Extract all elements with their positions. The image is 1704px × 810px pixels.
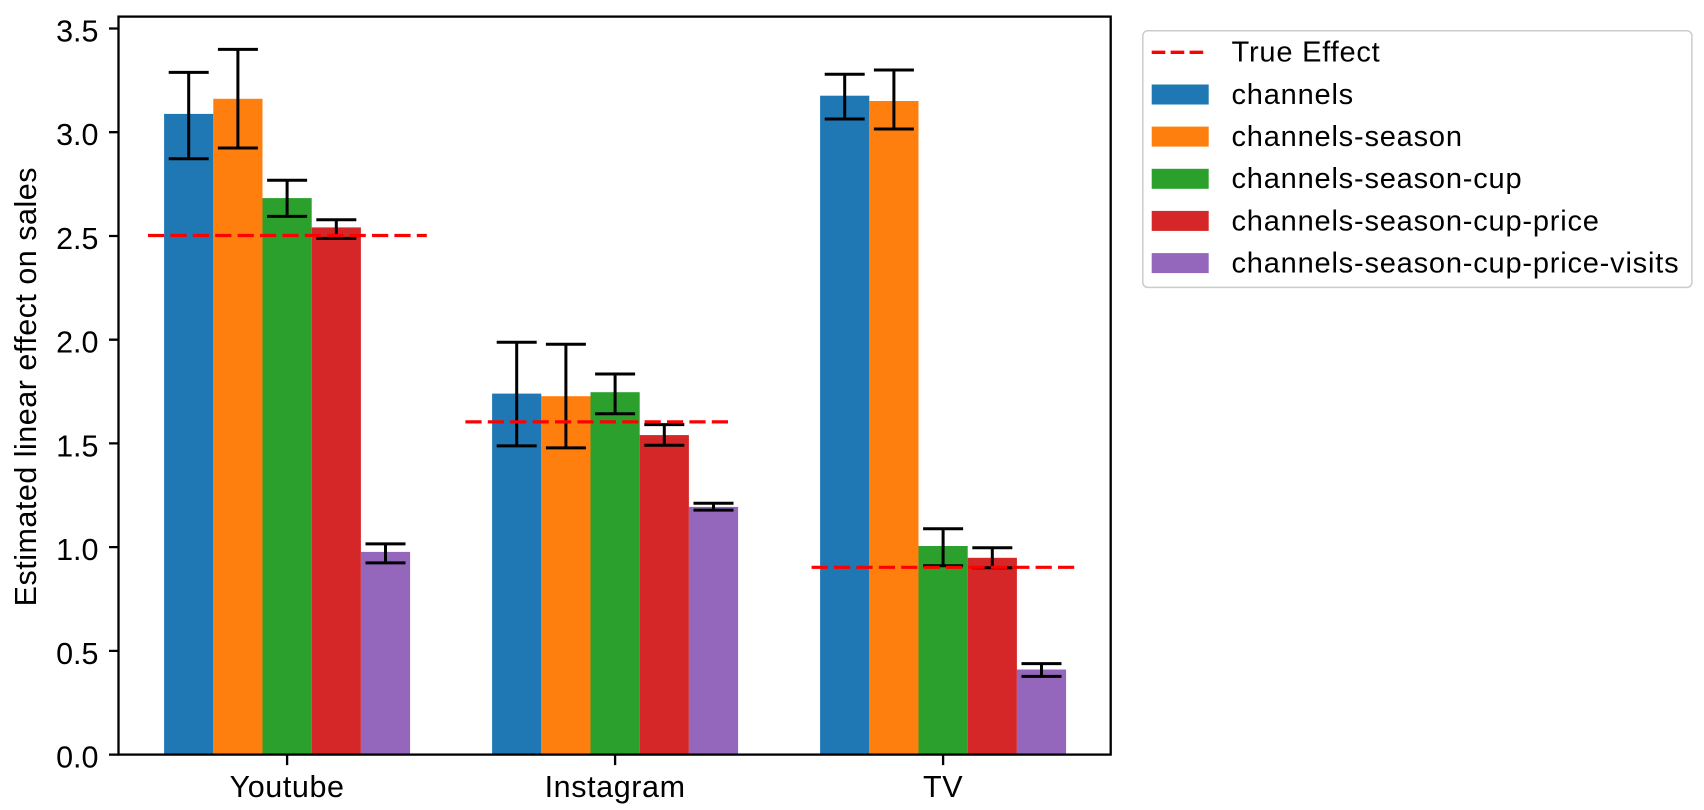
svg-text:channels-season-cup: channels-season-cup — [1232, 163, 1523, 195]
svg-text:2.5: 2.5 — [56, 222, 98, 256]
svg-text:1.5: 1.5 — [56, 429, 98, 463]
svg-text:channels-season: channels-season — [1232, 121, 1463, 153]
svg-text:TV: TV — [923, 770, 963, 804]
svg-text:True Effect: True Effect — [1232, 37, 1381, 69]
svg-text:Instagram: Instagram — [545, 770, 686, 804]
svg-text:3.0: 3.0 — [56, 118, 98, 152]
svg-text:channels-season-cup-price: channels-season-cup-price — [1232, 205, 1600, 237]
svg-text:1.0: 1.0 — [56, 533, 98, 567]
svg-text:Youtube: Youtube — [230, 770, 345, 804]
svg-text:channels: channels — [1232, 79, 1355, 111]
svg-text:3.5: 3.5 — [56, 14, 98, 48]
svg-text:channels-season-cup-price-visi: channels-season-cup-price-visits — [1232, 248, 1680, 280]
svg-text:0.0: 0.0 — [56, 741, 98, 775]
svg-text:0.5: 0.5 — [56, 637, 98, 671]
svg-text:Estimated linear effect on sal: Estimated linear effect on sales — [9, 167, 43, 606]
svg-text:2.0: 2.0 — [56, 326, 98, 360]
